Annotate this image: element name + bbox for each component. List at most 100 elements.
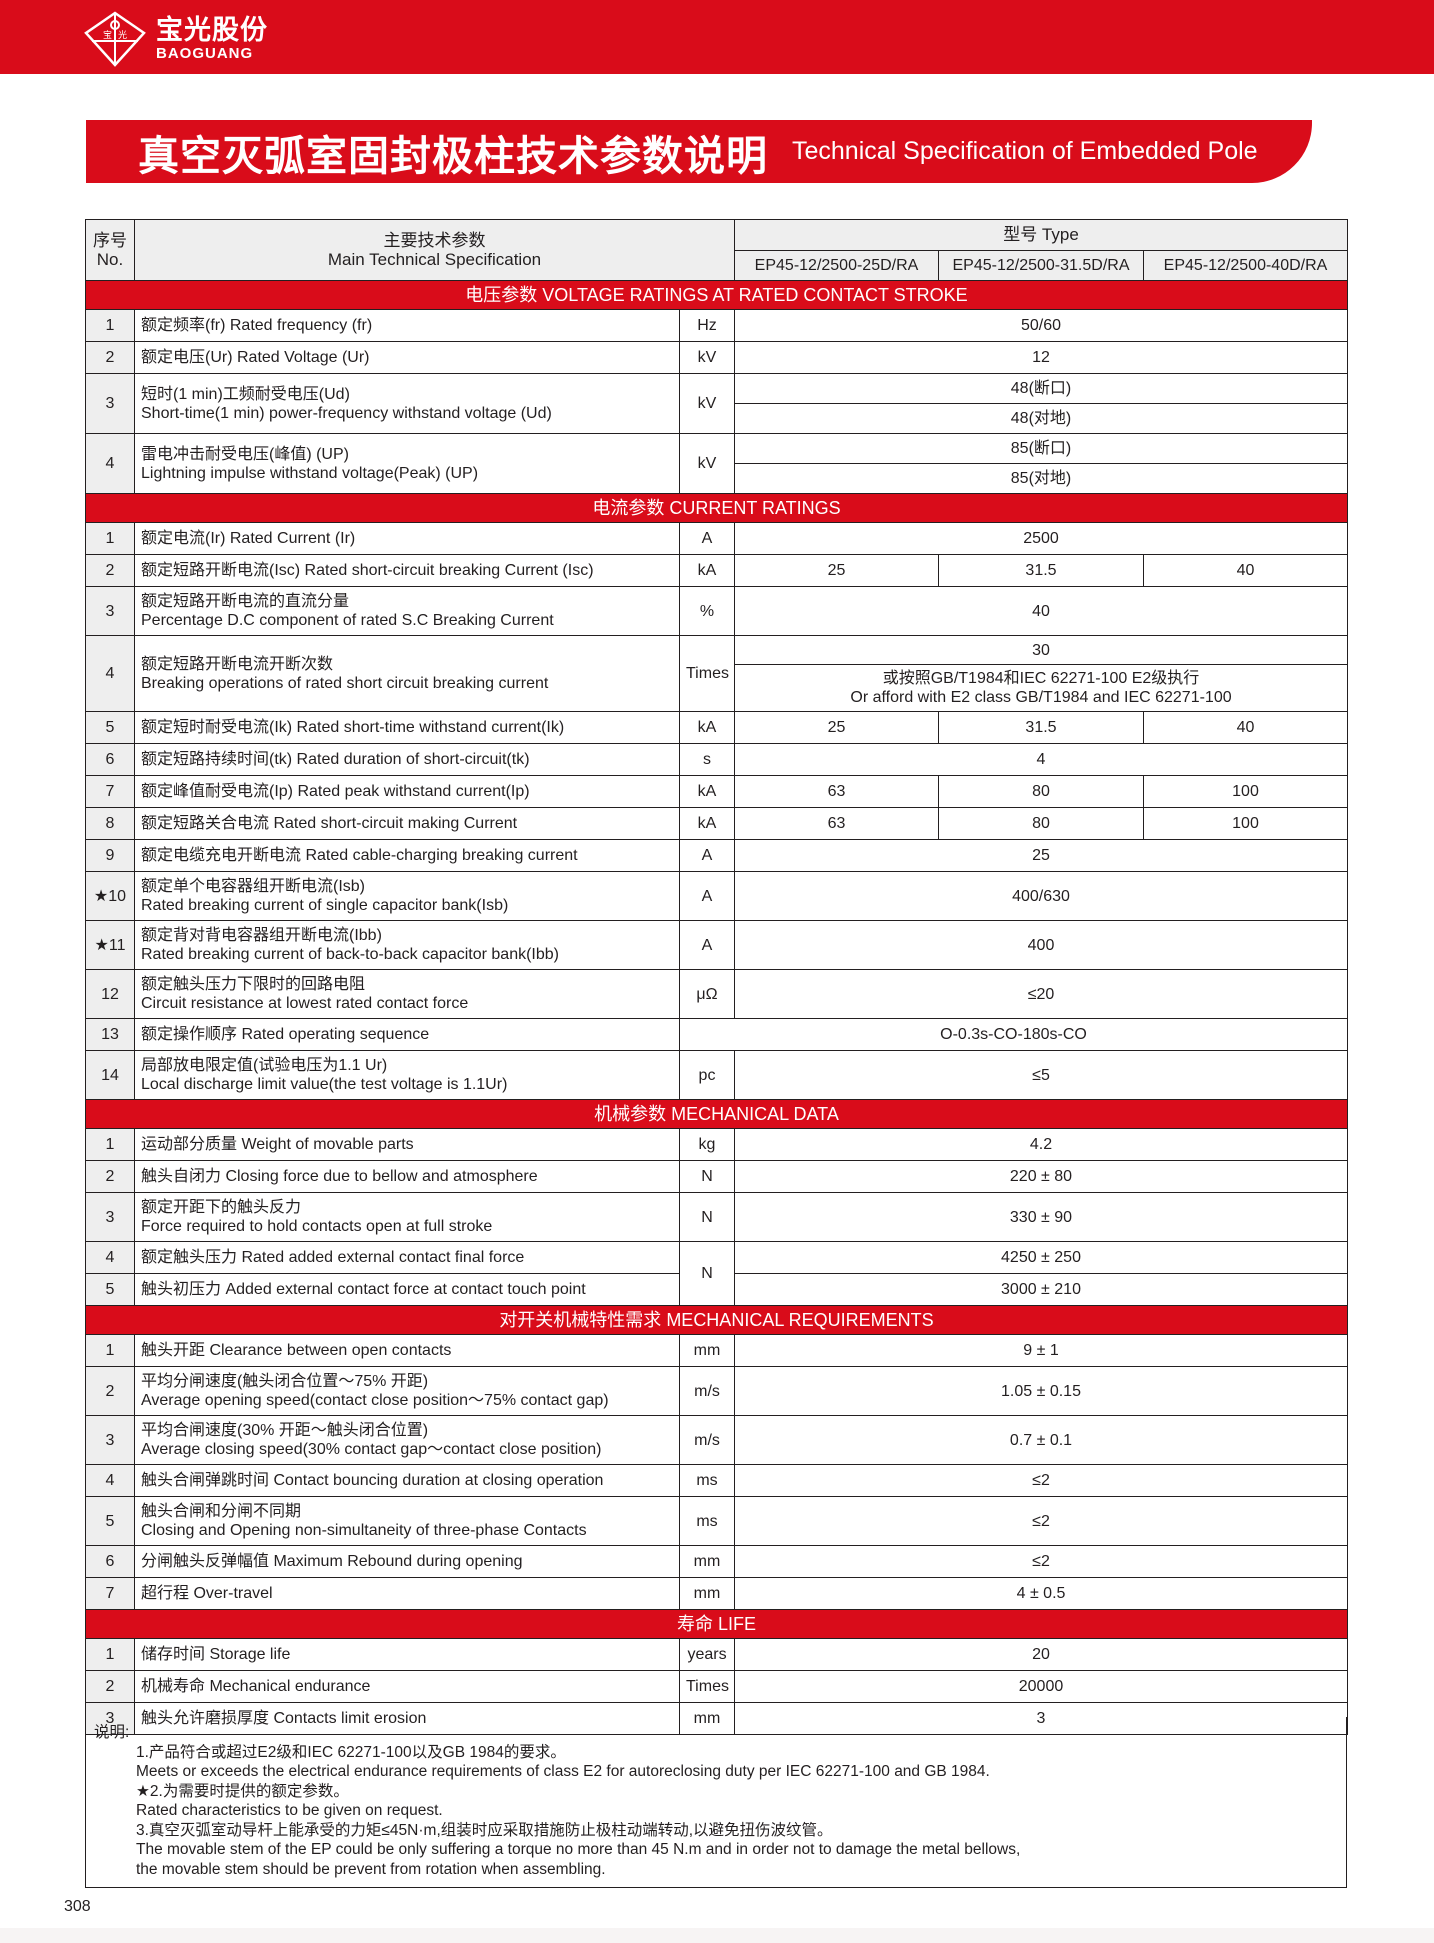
parameter-en: Breaking operations of rated short circu… — [141, 674, 549, 692]
unit-cell: A — [679, 871, 735, 921]
row-number: 5 — [85, 1273, 135, 1306]
table-row: ★11 额定背对背电容器组开断电流(Ibb) Rated breaking curr… — [85, 920, 1348, 970]
unit-cell: N — [679, 1160, 735, 1193]
section-title: 电流参数 CURRENT RATINGS — [85, 493, 1348, 523]
section-header-row: 电压参数 VOLTAGE RATINGS AT RATED CONTACT ST… — [85, 280, 1348, 310]
header-param: 主要技术参数 Main Technical Specification — [134, 219, 735, 281]
page-number: 308 — [64, 1898, 91, 1915]
parameter-cell: 触头自闭力 Closing force due to bellow and at… — [134, 1160, 680, 1193]
note-line: 1.产品符合或超过E2级和IEC 62271-100以及GB 1984的要求。 — [136, 1743, 566, 1761]
parameter-cell: 额定开距下的触头反力 Force required to hold contact… — [134, 1192, 680, 1242]
unit-cell: mm — [679, 1334, 735, 1367]
value-cell-type-1: 63 — [734, 807, 939, 840]
header-type-25: EP45-12/2500-25D/RA — [734, 249, 939, 281]
row-number: 2 — [85, 341, 135, 374]
parameter-zh: 额定电缆充电开断电流 Rated cable-charging breaking… — [141, 847, 578, 864]
parameter-zh: 触头初压力 Added external contact force at co… — [141, 1281, 586, 1298]
table-header-types-row: EP45-12/2500-25D/RA EP45-12/2500-31.5D/R… — [86, 249, 1348, 281]
value-cell-type-2: 80 — [938, 775, 1144, 808]
value-cell-upper: 30 — [734, 635, 1348, 665]
unit-cell: Hz — [679, 309, 735, 342]
row-number: 5 — [85, 711, 135, 744]
value-cell: 4.2 — [734, 1128, 1348, 1161]
value-cell: 12 — [734, 341, 1348, 374]
section-title: 寿命 LIFE — [85, 1609, 1348, 1639]
row-number: 14 — [85, 1050, 135, 1100]
table-row: 5 额定短时耐受电流(Ik) Rated short-time withstand… — [85, 711, 1348, 744]
header-type-40: EP45-12/2500-40D/RA — [1143, 249, 1348, 281]
parameter-zh: 短时(1 min)工频耐受电压(Ud) — [141, 385, 350, 403]
brand-header-bar: 宝 光 宝光股份 BAOGUANG — [0, 0, 1434, 74]
note-line: The movable stem of the EP could be only… — [136, 1841, 1021, 1858]
parameter-cell: 局部放电限定值(试验电压为1.1 Ur) Local discharge limi… — [134, 1050, 680, 1100]
row-number: 12 — [85, 969, 135, 1019]
table-row: 2 额定短路开断电流(Isc) Rated short-circuit break… — [85, 554, 1348, 587]
table-row: 3 短时(1 min)工频耐受电压(Ud) Short-time(1 min) po… — [85, 373, 1348, 434]
parameter-cell: 额定短路关合电流 Rated short-circuit making Curr… — [134, 807, 680, 840]
value-cell: ≤2 — [734, 1464, 1348, 1497]
value-cell: O-0.3s-CO-180s-CO — [679, 1018, 1348, 1051]
spec-table: 序号 No. 主要技术参数 Main Technical Specification… — [85, 219, 1348, 1735]
parameter-en: Circuit resistance at lowest rated conta… — [141, 995, 469, 1012]
unit-cell: kg — [679, 1128, 735, 1161]
table-row: 1 触头开距 Clearance between open contacts mm 9… — [85, 1334, 1348, 1367]
page-title-zh: 真空灭弧室固封极柱技术参数说明 — [138, 131, 768, 180]
value-cell: 400/630 — [734, 871, 1348, 921]
row-number: 7 — [85, 775, 135, 808]
parameter-cell: 平均合闸速度(30% 开距～触头闭合位置) Average closing spe… — [134, 1415, 680, 1465]
parameter-cell: 额定短路开断电流(Isc) Rated short-circuit breaki… — [134, 554, 680, 587]
parameter-en: Percentage D.C component of rated S.C Br… — [141, 612, 554, 629]
parameter-cell: 触头开距 Clearance between open contacts — [134, 1334, 680, 1367]
row-number: 13 — [85, 1018, 135, 1051]
parameter-cell: 额定背对背电容器组开断电流(Ibb) Rated breaking current… — [134, 920, 680, 970]
row-number: 8 — [85, 807, 135, 840]
parameter-cell: 超行程 Over-travel — [134, 1577, 680, 1610]
value-cell: 4 — [734, 743, 1348, 776]
logo-chinese-name: 宝光股份 — [156, 15, 268, 45]
parameter-zh: 额定电流(Ir) Rated Current (Ir) — [141, 530, 356, 547]
parameter-zh: 额定背对背电容器组开断电流(Ibb) — [141, 927, 382, 944]
table-row: 7 超行程 Over-travel mm 4 ± 0.5 — [85, 1577, 1348, 1610]
baoguang-seal-icon: 宝 光 — [84, 11, 146, 67]
table-row: 8 额定短路关合电流 Rated short-circuit making Cur… — [85, 807, 1348, 840]
note-line: 3.真空灭弧室动导杆上能承受的力矩≤45N·m,组装时应采取措施防止极柱动端转动… — [136, 1821, 833, 1839]
value-cell-type-1: 63 — [734, 775, 939, 808]
parameter-cell: 额定频率(fr) Rated frequency (fr) — [134, 309, 680, 342]
unit-cell: kV — [679, 433, 735, 494]
parameter-zh: 触头开距 Clearance between open contacts — [141, 1342, 452, 1359]
section-title: 机械参数 MECHANICAL DATA — [85, 1099, 1348, 1129]
table-row: 13 额定操作顺序 Rated operating sequence O-0.3s-… — [85, 1018, 1348, 1051]
parameter-cell: 额定电流(Ir) Rated Current (Ir) — [134, 522, 680, 555]
table-row: 3 平均合闸速度(30% 开距～触头闭合位置) Average closing sp… — [85, 1415, 1348, 1465]
value-cell: 0.7 ± 0.1 — [734, 1415, 1348, 1465]
value-cell: 9 ± 1 — [734, 1334, 1348, 1367]
parameter-cell: 储存时间 Storage life — [134, 1638, 680, 1671]
value-cell: 20000 — [734, 1670, 1348, 1703]
row-number: 2 — [85, 554, 135, 587]
value-cell: 4250 ± 250 — [734, 1241, 1348, 1274]
table-row: 4 触头合闸弹跳时间 Contact bouncing duration at c… — [85, 1464, 1348, 1497]
parameter-zh: 额定短时耐受电流(Ik) Rated short-time withstand … — [141, 719, 565, 736]
parameter-cell: 额定触头压力 Rated added external contact fina… — [134, 1241, 680, 1274]
table-row: 5 触头合闸和分闸不同期 Closing and Opening non-simul… — [85, 1496, 1348, 1546]
parameter-zh: 额定短路开断电流开断次数 — [141, 655, 334, 673]
value-cell: ≤2 — [734, 1496, 1348, 1546]
row-number: 2 — [85, 1366, 135, 1416]
note-line: Rated characteristics to be given on req… — [136, 1802, 443, 1819]
table-row: 7 额定峰值耐受电流(Ip) Rated peak withstand curre… — [85, 775, 1348, 808]
unit-cell: A — [679, 522, 735, 555]
value-cell: 330 ± 90 — [734, 1192, 1348, 1242]
table-row: 2 机械寿命 Mechanical endurance Times 20000 — [85, 1670, 1348, 1703]
parameter-zh: 额定短路关合电流 Rated short-circuit making Curr… — [141, 815, 518, 832]
value-cell: 220 ± 80 — [734, 1160, 1348, 1193]
unit-cell: kV — [679, 341, 735, 374]
notes-heading: 说明: — [94, 1724, 130, 1741]
parameter-zh: 额定操作顺序 Rated operating sequence — [141, 1026, 430, 1043]
row-number: 4 — [85, 433, 135, 494]
table-row: 14 局部放电限定值(试验电压为1.1 Ur) Local discharge li… — [85, 1050, 1348, 1100]
parameter-en: Rated breaking current of single capacit… — [141, 897, 509, 914]
parameter-cell: 额定峰值耐受电流(Ip) Rated peak withstand curren… — [134, 775, 680, 808]
value-cell-lower: 85(对地) — [734, 463, 1348, 494]
parameter-zh: 机械寿命 Mechanical endurance — [141, 1678, 371, 1695]
parameter-cell: 分闸触头反弹幅值 Maximum Rebound during opening — [134, 1545, 680, 1578]
